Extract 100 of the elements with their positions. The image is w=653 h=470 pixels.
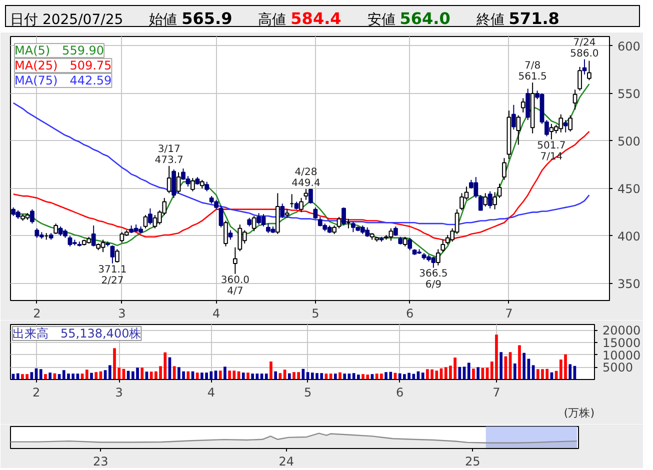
bar: [186, 371, 190, 380]
bar: [513, 363, 516, 380]
candlestick: [304, 188, 308, 200]
bar: [288, 373, 291, 380]
candlestick: [568, 114, 573, 132]
candlestick: [478, 194, 483, 211]
candlestick: [587, 60, 592, 81]
candlestick: [342, 206, 346, 226]
bar: [140, 368, 144, 380]
candlestick: [336, 216, 342, 229]
bar: [218, 370, 222, 380]
bar: [94, 372, 98, 380]
candlestick: [526, 88, 530, 121]
bar: [39, 369, 42, 380]
candlestick: [520, 98, 526, 113]
text: 始値 565.9: [149, 9, 232, 28]
bar: [356, 374, 360, 380]
candlestick: [204, 181, 210, 192]
annotation: 360.0 4/7: [220, 274, 250, 297]
annotation: 3/17 473.7: [154, 144, 184, 166]
bar: [518, 345, 521, 380]
y-tick-label: 10000: [602, 348, 641, 362]
y-tick-label: 5000: [602, 360, 634, 375]
candlestick: [228, 230, 233, 240]
bar: [44, 374, 47, 380]
candlestick: [252, 215, 256, 232]
y-tick-label: 500: [618, 134, 640, 148]
x-tick-label: 6: [396, 386, 404, 400]
bar: [16, 373, 20, 380]
candlestick: [572, 89, 578, 110]
candlestick: [578, 66, 582, 92]
y-tick-label: 600: [618, 39, 640, 54]
candlestick: [313, 206, 318, 220]
x-tick-label: 3: [118, 306, 126, 320]
x-tick-label: 6: [406, 306, 414, 320]
candlestick: [166, 165, 172, 194]
bar: [458, 366, 462, 380]
candlestick: [497, 183, 502, 198]
x-tick-label: 24: [278, 454, 294, 468]
candlestick: [502, 158, 506, 180]
candlestick: [91, 224, 96, 247]
annotation: 4/28 449.4: [292, 167, 320, 190]
bar: [274, 371, 278, 380]
x-tick-label: 2: [33, 306, 41, 320]
y-tick-label: 400: [618, 229, 640, 244]
text: MA(5) 559.90: [14, 44, 104, 58]
x-tick-label: 23: [92, 454, 108, 468]
y-axis-title: (万株): [564, 406, 595, 420]
candlestick: [280, 203, 285, 218]
bar: [338, 372, 342, 380]
annotation: 7/24 586.0: [570, 37, 599, 60]
candlestick: [176, 172, 181, 194]
bar: [242, 372, 245, 380]
candlestick: [436, 248, 440, 266]
bar: [30, 372, 34, 380]
candlestick: [492, 192, 497, 210]
x-tick-label: 4: [207, 386, 215, 400]
annotation: 366.5 6/9: [419, 268, 448, 291]
bar: [421, 372, 424, 380]
chart-title: 日付 2025/07/25: [10, 12, 124, 28]
x-tick-label: 3: [115, 386, 123, 400]
x-tick-label: 4: [212, 306, 220, 320]
candlestick: [224, 220, 228, 247]
candlestick: [190, 177, 195, 192]
bar: [246, 372, 250, 380]
bar: [264, 374, 268, 380]
bar: [270, 361, 272, 380]
candlestick: [110, 244, 115, 264]
candlestick: [54, 223, 58, 235]
annotation: 7/8 561.5: [518, 60, 547, 83]
candlestick: [114, 248, 120, 264]
candlestick: [483, 192, 488, 207]
bar: [108, 365, 112, 380]
candlestick: [488, 190, 492, 209]
bar: [48, 372, 52, 380]
candlestick: [172, 168, 176, 198]
y-tick-label: 450: [618, 182, 640, 196]
annotation: 371.1 2/27: [98, 264, 127, 286]
bar: [343, 374, 346, 380]
bar: [472, 368, 475, 380]
candlestick: [232, 246, 238, 274]
bar: [85, 370, 88, 380]
series-label: MA(75) 442.59: [14, 74, 112, 88]
candlestick: [563, 120, 568, 133]
candlestick: [516, 114, 521, 146]
x-tick-label: 5: [312, 306, 320, 320]
candlestick: [299, 197, 304, 213]
y-tick-label: 20000: [602, 324, 641, 338]
candlestick: [143, 214, 148, 229]
bar: [467, 362, 470, 380]
bar: [172, 366, 176, 380]
candlestick: [440, 239, 446, 253]
candlestick: [402, 236, 408, 247]
candlestick: [393, 226, 398, 236]
y-tick-label: 15000: [602, 336, 641, 350]
x-tick-label: 7: [505, 306, 513, 320]
bar: [481, 368, 484, 380]
bar: [476, 367, 480, 380]
candlestick: [308, 188, 313, 204]
y-tick-label: 550: [618, 86, 640, 101]
